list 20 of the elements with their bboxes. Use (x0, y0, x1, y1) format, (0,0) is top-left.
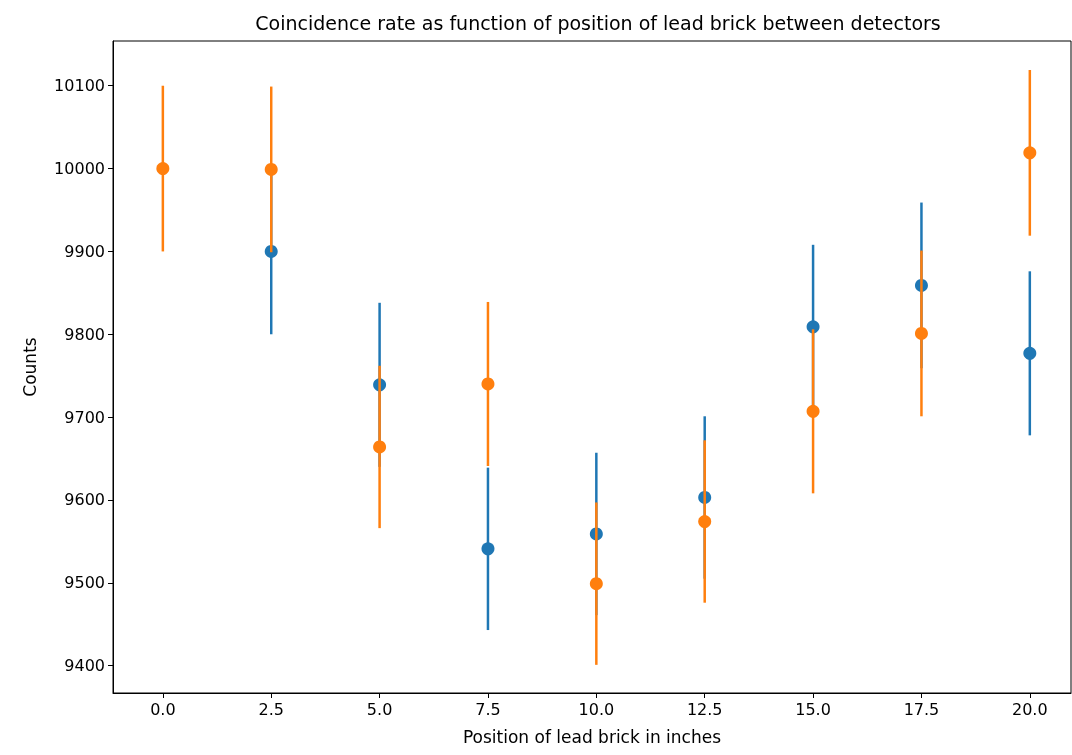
y-tick-label: 9800 (64, 324, 105, 344)
y-tick-label: 9700 (64, 407, 105, 427)
chart-title: Coincidence rate as function of position of lead brick between detectors (255, 11, 941, 34)
x-tick-label: 5.0 (366, 699, 393, 719)
x-tick-label: 7.5 (475, 699, 501, 719)
y-tick-label: 9400 (64, 656, 105, 676)
x-tick-label: 0.0 (150, 699, 176, 719)
x-tick-label: 20.0 (1012, 699, 1048, 719)
x-tick-label: 17.5 (903, 699, 940, 719)
x-tick-label: 12.5 (686, 699, 723, 719)
y-axis-title: Counts (19, 337, 40, 397)
y-tick-label: 9900 (64, 241, 105, 261)
x-tick-label: 15.0 (795, 699, 831, 719)
y-tick-label: 10000 (54, 159, 105, 179)
y-tick-label: 9600 (64, 490, 105, 510)
x-axis-title: Position of lead brick in inches (462, 726, 722, 747)
y-tick-label: 10100 (54, 76, 105, 96)
x-tick-label: 10.0 (578, 699, 615, 719)
x-tick-label: 2.5 (258, 699, 284, 719)
y-tick-label: 9500 (64, 573, 105, 593)
